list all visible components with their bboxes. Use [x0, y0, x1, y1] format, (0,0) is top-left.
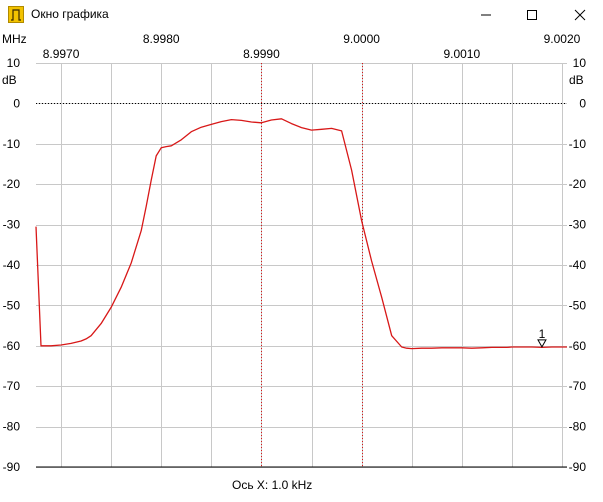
x-tick-label-lower: 8.9990 — [243, 47, 280, 61]
maximize-button[interactable] — [509, 0, 555, 30]
y-tick-label-right: -10 — [569, 137, 587, 151]
y-tick-label-left: -50 — [3, 298, 21, 312]
minimize-button[interactable] — [463, 0, 509, 30]
y-tick-label-right: -20 — [569, 177, 587, 191]
x-tick-label-lower: 8.9970 — [43, 47, 80, 61]
y-unit-label-left: dB — [2, 73, 17, 87]
horizontal-grid — [36, 63, 567, 468]
close-button[interactable] — [557, 0, 603, 30]
y-tick-label-right: -80 — [569, 420, 587, 434]
y-ticks-left: 10 0 -10 -20 -30 -40 -50 -60 -70 -80 -90 — [3, 56, 21, 474]
series-line — [35, 118, 567, 350]
x-tick-label-upper: 9.0020 — [544, 32, 581, 46]
window-right-edge — [599, 30, 603, 502]
y-tick-label-left: -20 — [3, 177, 21, 191]
y-tick-label-right: -40 — [569, 258, 587, 272]
y-tick-label-left: 10 — [7, 56, 21, 70]
y-tick-label-left: -80 — [3, 420, 21, 434]
x-ticks-upper: 8.9980 9.0000 9.0020 — [143, 32, 581, 46]
marker-1[interactable]: 1 — [537, 327, 547, 348]
minimize-icon — [481, 14, 491, 16]
x-tick-label-upper: 8.9980 — [143, 32, 180, 46]
y-tick-label-right: -60 — [569, 339, 587, 353]
close-icon — [574, 9, 586, 21]
y-tick-label-left: -30 — [3, 218, 21, 232]
y-tick-label-right: 0 — [579, 96, 586, 110]
maximize-icon — [527, 10, 537, 20]
y-tick-label-left: 0 — [13, 96, 20, 110]
frequency-markers — [261, 63, 363, 467]
x-axis-caption: Ось X: 1.0 kHz — [232, 478, 312, 492]
title-bar[interactable]: Окно графика — [0, 0, 603, 30]
y-tick-label-left: -40 — [3, 258, 21, 272]
y-tick-label-right: -70 — [569, 379, 587, 393]
window-title: Окно графика — [31, 7, 109, 21]
y-tick-label-left: -90 — [3, 460, 21, 474]
y-tick-label-left: -10 — [3, 137, 21, 151]
y-tick-label-right: -90 — [569, 460, 587, 474]
y-tick-label-left: -60 — [3, 339, 21, 353]
x-ticks-lower: 8.9970 8.9990 9.0010 — [43, 47, 481, 61]
y-tick-label-right: 10 — [573, 56, 587, 70]
x-tick-label-upper: 9.0000 — [343, 32, 380, 46]
bandpass-filter-icon — [8, 6, 24, 23]
y-ticks-right: 10 0 -10 -20 -30 -40 -50 -60 -70 -80 -90 — [569, 56, 587, 474]
x-unit-label: MHz — [2, 32, 27, 46]
marker-label: 1 — [539, 327, 546, 341]
x-tick-label-lower: 9.0010 — [443, 47, 480, 61]
y-unit-label-right: dB — [569, 73, 584, 87]
y-tick-label-left: -70 — [3, 379, 21, 393]
y-tick-label-right: -50 — [569, 298, 587, 312]
marker-triangle — [537, 339, 547, 348]
spectrum-chart[interactable]: MHz dB dB 8.9980 9.0000 9.0020 8.9970 8.999… — [0, 30, 600, 502]
y-tick-label-right: -30 — [569, 218, 587, 232]
